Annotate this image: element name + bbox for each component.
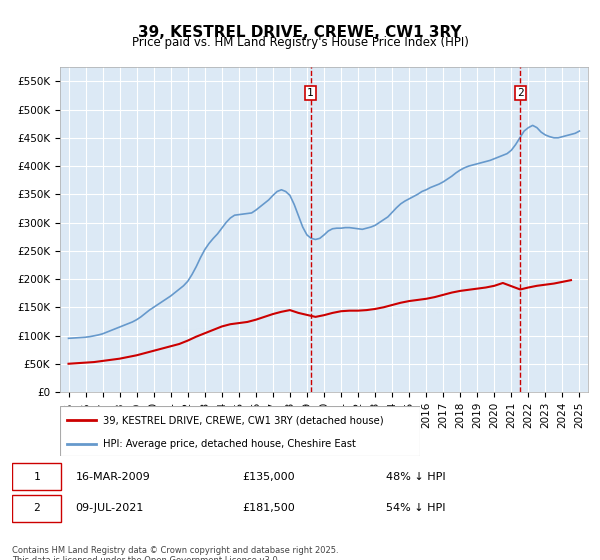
Text: 48% ↓ HPI: 48% ↓ HPI <box>386 472 446 482</box>
Text: 16-MAR-2009: 16-MAR-2009 <box>76 472 150 482</box>
Text: 1: 1 <box>34 472 40 482</box>
Text: 2: 2 <box>34 503 40 514</box>
Text: 09-JUL-2021: 09-JUL-2021 <box>76 503 144 514</box>
Text: HPI: Average price, detached house, Cheshire East: HPI: Average price, detached house, Ches… <box>103 439 356 449</box>
FancyBboxPatch shape <box>60 406 420 456</box>
Text: 54% ↓ HPI: 54% ↓ HPI <box>386 503 446 514</box>
Text: 39, KESTREL DRIVE, CREWE, CW1 3RY (detached house): 39, KESTREL DRIVE, CREWE, CW1 3RY (detac… <box>103 415 384 425</box>
Text: Price paid vs. HM Land Registry's House Price Index (HPI): Price paid vs. HM Land Registry's House … <box>131 36 469 49</box>
FancyBboxPatch shape <box>12 463 61 490</box>
Text: £181,500: £181,500 <box>242 503 295 514</box>
Text: Contains HM Land Registry data © Crown copyright and database right 2025.
This d: Contains HM Land Registry data © Crown c… <box>12 546 338 560</box>
Text: 1: 1 <box>307 88 314 98</box>
Text: £135,000: £135,000 <box>242 472 295 482</box>
Text: 2: 2 <box>517 88 524 98</box>
FancyBboxPatch shape <box>12 495 61 522</box>
Text: 39, KESTREL DRIVE, CREWE, CW1 3RY: 39, KESTREL DRIVE, CREWE, CW1 3RY <box>138 25 462 40</box>
